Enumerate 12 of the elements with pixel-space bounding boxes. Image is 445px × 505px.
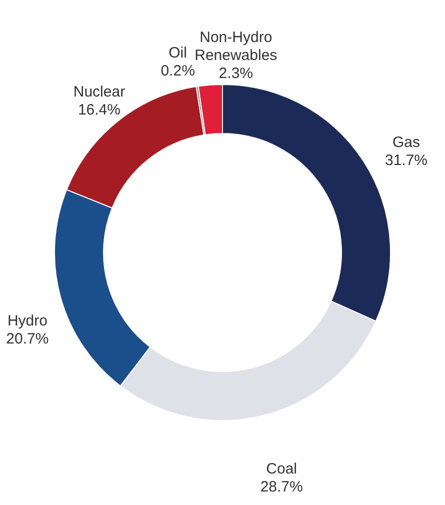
slice-label: Oil — [168, 44, 187, 62]
slice-label: Non-Hydro Renewables — [194, 29, 278, 64]
data-label: 20.7% — [6, 330, 49, 348]
data-label: 16.4% — [78, 102, 120, 119]
slice-label: Gas — [392, 134, 420, 151]
slice-label: Coal — [266, 460, 298, 478]
data-label: 31.7% — [384, 152, 428, 169]
slice-label: Nuclear — [73, 84, 126, 101]
data-label: 2.3% — [218, 65, 253, 82]
data-label: 28.7% — [260, 478, 303, 496]
slice-label: Hydro — [7, 312, 48, 330]
data-label: 0.2% — [160, 62, 195, 80]
